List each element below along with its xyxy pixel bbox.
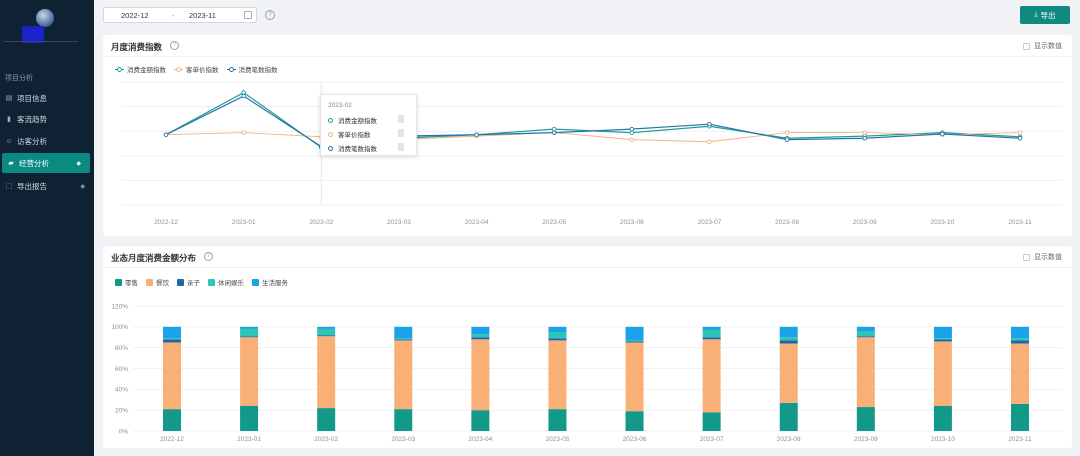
date-separator: - [172,10,175,20]
business-distribution-panel: 业态月度消费金额分布 ? 显示数值 零售 餐饮 亲子 休闲娱乐 [103,246,1072,448]
legend-label: 生活服务 [262,280,288,287]
show-values-label: 显示数值 [1034,254,1062,261]
legend-swatch [115,278,122,286]
show-values-label: 显示数值 [1034,43,1062,50]
legend-label: 客单价指数 [186,67,219,74]
diamond-icon: ◆ [76,160,81,167]
legend-swatch [252,278,259,286]
checkbox[interactable] [1023,42,1030,50]
legend-label: 消费笔数指数 [238,67,278,74]
legend-item[interactable]: 零售 [115,277,138,287]
legend-label: 餐饮 [156,280,169,287]
tooltip-row: 客单价指数 [328,129,371,139]
date-end[interactable]: 2023-11 [189,10,216,20]
download-icon: ⤓ [1034,11,1038,18]
tooltip-value-mask [398,115,404,123]
legend-item[interactable]: 消费笔数指数 [226,64,278,74]
legend-label: 消费金额指数 [127,67,166,74]
series-dot [328,131,333,137]
sidebar-item-label: 项目信息 [17,93,47,103]
sidebar-item-project-info[interactable]: ▤ 项目信息 [0,88,94,108]
chart-legend: 零售 餐饮 亲子 休闲娱乐 生活服务 [115,277,296,287]
legend-item[interactable]: 消费金额指数 [115,64,166,74]
divider [103,267,1072,268]
series-dot [328,117,333,123]
legend-swatch [115,66,124,72]
legend-item[interactable]: 客单价指数 [174,64,219,74]
legend-item[interactable]: 生活服务 [252,277,288,287]
divider [103,56,1072,57]
user-icon: ☺ [5,137,13,145]
sidebar-item-export-report[interactable]: ⬚ 导出报告 ◆ [0,176,94,196]
tooltip-value-mask [398,129,404,137]
tooltip-row-label: 消费笔数指数 [338,146,377,153]
question-circle-icon[interactable]: ? [170,41,179,50]
diamond-icon: ◆ [80,183,85,190]
sidebar-item-label: 访客分析 [17,136,47,146]
chart-legend: 消费金额指数 客单价指数 消费笔数指数 [115,64,286,74]
legend-label: 亲子 [187,280,200,287]
sidebar-item-traffic-trend[interactable]: ▮ 客流趋势 [0,109,94,129]
tooltip-row: 消费金额指数 [328,115,377,125]
legend-swatch [226,66,236,72]
document-icon: ▤ [5,95,13,102]
avatar[interactable] [36,9,54,27]
show-values-toggle[interactable]: 显示数值 [1023,252,1062,262]
chart-tooltip: 2023-02 消费金额指数 客单价指数 消费笔数指数 [320,94,417,156]
export-button[interactable]: ⤓ 导出 [1020,6,1070,24]
tooltip-row: 消费笔数指数 [328,143,377,153]
legend-swatch [177,278,184,286]
date-start[interactable]: 2022-12 [121,10,149,20]
legend-swatch [174,66,183,72]
question-circle-icon[interactable]: ? [204,252,213,261]
series-dot [328,145,333,151]
sidebar-item-label: 客流趋势 [17,114,47,124]
legend-item[interactable]: 亲子 [177,277,200,287]
legend-item[interactable]: 餐饮 [146,277,169,287]
tooltip-row-label: 消费金额指数 [338,118,377,125]
sidebar-item-business-analysis[interactable]: ▰ 经营分析 ◆ [2,153,90,173]
tooltip-title: 2023-02 [328,102,352,109]
legend-label: 零售 [125,280,138,287]
legend-swatch [208,278,215,286]
sidebar-item-visitor-analysis[interactable]: ☺ 访客分析 [0,131,94,151]
folder-icon: ▰ [8,160,14,167]
export-button-label: 导出 [1040,10,1056,20]
export-icon: ⬚ [5,183,13,190]
panel-title: 月度消费指数 [111,42,163,52]
date-range-picker[interactable]: 2022-12 - 2023-11 [103,7,257,23]
sidebar-section-title: 项目分析 [5,75,33,82]
sidebar-item-label: 经营分析 [19,158,49,168]
panel-title: 业态月度消费金额分布 [111,253,197,263]
sidebar-item-label: 导出报告 [17,181,47,191]
legend-swatch [146,278,153,286]
legend-item[interactable]: 休闲娱乐 [208,277,244,287]
question-circle-icon[interactable]: ? [265,10,275,20]
tooltip-row-label: 客单价指数 [338,132,371,139]
divider [4,41,78,42]
bar-chart-icon: ▮ [7,116,11,123]
tooltip-value-mask [398,143,404,151]
logo [22,26,44,43]
calendar-icon[interactable] [244,11,252,19]
sidebar: 项目分析 ▤ 项目信息 ▮ 客流趋势 ☺ 访客分析 ▰ 经营分析 ◆ ⬚ 导出报… [0,0,94,456]
monthly-index-panel: 月度消费指数 ? 显示数值 消费金额指数 客单价指数 消费笔数指数 [103,35,1072,236]
legend-label: 休闲娱乐 [218,280,244,287]
show-values-toggle[interactable]: 显示数值 [1023,41,1062,51]
checkbox[interactable] [1023,253,1030,261]
